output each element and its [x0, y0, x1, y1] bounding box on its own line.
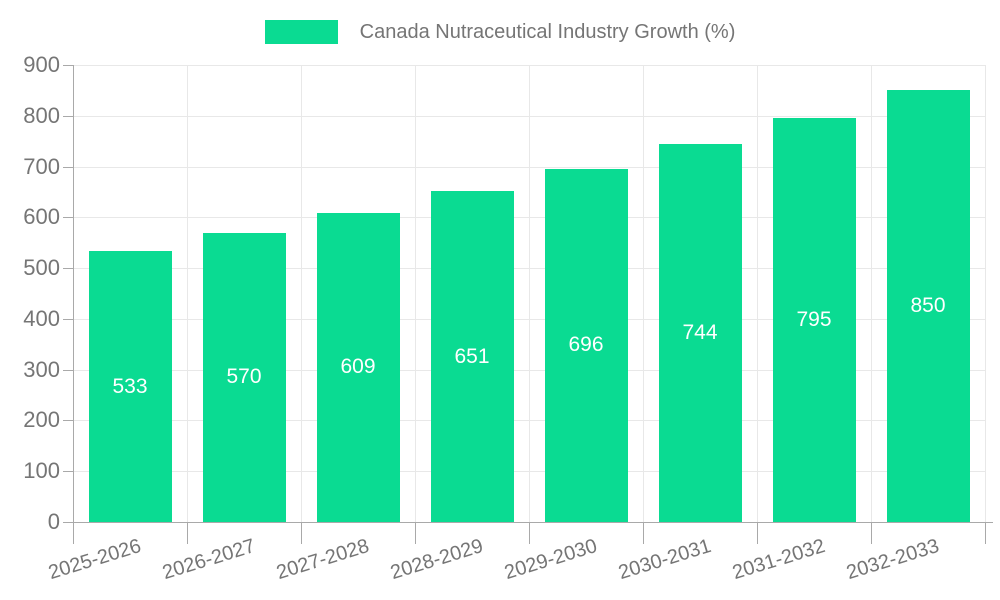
gridline-vertical [643, 65, 644, 522]
y-axis-tick [63, 471, 73, 473]
x-axis-tick-label: 2026-2027 [160, 535, 259, 585]
legend[interactable]: Canada Nutraceutical Industry Growth (%) [0, 16, 1000, 48]
x-axis-tick-label: 2032-2033 [844, 535, 943, 585]
x-axis-tick [73, 522, 74, 544]
x-axis-tick-label: 2030-2031 [616, 535, 715, 585]
y-axis-tick [63, 217, 73, 219]
y-axis-tick-label: 600 [23, 204, 60, 230]
y-axis-line [73, 65, 74, 522]
y-axis-tick-label: 0 [47, 509, 60, 534]
y-axis-tick [63, 420, 73, 422]
x-axis-tick-label: 2025-2026 [46, 535, 145, 585]
y-axis-tick [63, 318, 73, 320]
y-axis-tick-label: 400 [23, 305, 60, 331]
gridline-vertical [757, 65, 758, 522]
y-axis-tick [63, 268, 73, 270]
bar[interactable] [430, 191, 514, 522]
gridline-vertical [871, 65, 872, 522]
gridline-vertical [187, 65, 188, 522]
bar[interactable] [544, 168, 628, 522]
x-axis-tick [985, 522, 986, 544]
x-axis-tick [301, 522, 302, 544]
y-axis-tick-label: 700 [23, 153, 60, 179]
x-axis-tick [415, 522, 416, 544]
bar[interactable] [316, 212, 400, 522]
y-axis-tick [63, 65, 73, 66]
gridline-vertical [301, 65, 302, 522]
bar[interactable] [886, 90, 970, 522]
legend-swatch [264, 20, 338, 44]
x-axis-tick [529, 522, 530, 544]
x-axis-line [63, 522, 993, 523]
y-axis-tick-label: 300 [23, 356, 60, 382]
x-axis-tick [871, 522, 872, 544]
y-axis-tick-label: 100 [23, 458, 60, 484]
y-axis-tick-label: 200 [23, 407, 60, 433]
gridline-vertical [985, 65, 986, 522]
x-axis-tick [643, 522, 644, 544]
y-axis-tick [63, 115, 73, 117]
gridline-vertical [529, 65, 530, 522]
y-axis-tick-label: 900 [23, 52, 60, 77]
x-axis-tick [187, 522, 188, 544]
bar[interactable] [88, 251, 172, 522]
x-axis-tick [757, 522, 758, 544]
bar[interactable] [202, 232, 286, 522]
x-axis-tick-label: 2029-2030 [502, 535, 601, 585]
y-axis-tick-label: 800 [23, 102, 60, 128]
x-axis-tick-label: 2027-2028 [274, 535, 373, 585]
gridline-vertical [415, 65, 416, 522]
bar[interactable] [772, 118, 856, 522]
bar[interactable] [658, 144, 742, 522]
x-axis-tick-label: 2031-2032 [730, 535, 829, 585]
legend-label: Canada Nutraceutical Industry Growth (%) [359, 20, 736, 43]
x-axis-tick-label: 2028-2029 [388, 535, 487, 585]
y-axis-tick-label: 500 [23, 255, 60, 281]
y-axis-tick [63, 166, 73, 168]
y-axis-tick [63, 369, 73, 371]
